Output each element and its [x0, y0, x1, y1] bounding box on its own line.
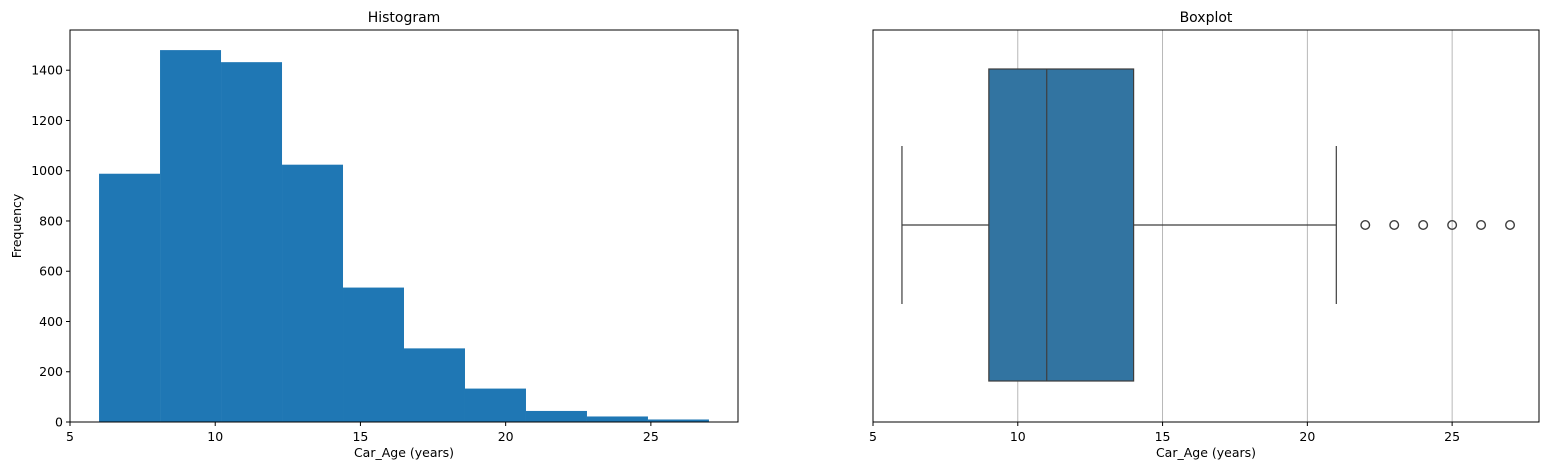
histogram-y-ticks: 0 200 400 600 800 1000 1200 1400 — [31, 63, 70, 430]
y-tick-label: 1000 — [31, 163, 63, 178]
x-tick-label: 10 — [207, 429, 223, 444]
boxplot-x-ticks: 5 10 15 20 25 — [869, 422, 1460, 444]
histogram-bar — [221, 62, 283, 423]
outlier-point — [1389, 219, 1400, 230]
boxplot-x-label: Car_Age (years) — [1156, 445, 1256, 460]
histogram-bar — [647, 419, 709, 422]
y-tick-label: 0 — [55, 415, 63, 430]
y-tick-label: 200 — [39, 364, 63, 379]
y-tick-label: 600 — [39, 264, 63, 279]
boxplot-grid — [872, 30, 1453, 422]
histogram-bar — [343, 287, 404, 422]
boxplot-elements — [901, 68, 1516, 382]
y-tick-label: 800 — [39, 213, 63, 228]
x-tick-label: 15 — [1155, 429, 1171, 444]
histogram-bar — [525, 410, 587, 422]
histogram-chart: Histogram 5 10 15 20 25 0 200 400 600 800 1000 120… — [9, 10, 739, 460]
histogram-x-ticks: 5 10 15 20 25 — [66, 422, 659, 444]
histogram-bar — [404, 348, 465, 422]
histogram-bar — [586, 416, 648, 422]
histogram-bar — [99, 173, 161, 422]
histogram-frame — [69, 29, 739, 423]
x-tick-label: 5 — [66, 429, 74, 444]
histogram-bars — [99, 50, 709, 423]
histogram-bar — [464, 388, 526, 422]
boxplot-chart: Boxplot 5 10 15 20 25 Car_Age (years) — [869, 10, 1540, 460]
outlier-point — [1505, 219, 1516, 230]
y-tick-label: 1400 — [31, 63, 63, 78]
x-tick-label: 10 — [1010, 429, 1026, 444]
x-tick-label: 15 — [352, 429, 368, 444]
outlier-point — [1447, 219, 1458, 230]
boxplot-title: Boxplot — [1180, 10, 1233, 26]
histogram-x-label: Car_Age (years) — [354, 445, 454, 460]
outlier-point — [1476, 219, 1487, 230]
histogram-bar — [160, 50, 222, 422]
x-tick-label: 25 — [643, 429, 659, 444]
x-tick-label: 25 — [1444, 429, 1460, 444]
y-tick-label: 1200 — [31, 113, 63, 128]
outlier-point — [1360, 219, 1371, 230]
boxplot-frame — [872, 29, 1540, 423]
histogram-title: Histogram — [368, 10, 441, 26]
histogram-bar — [282, 164, 344, 422]
x-tick-label: 20 — [498, 429, 514, 444]
outlier-point — [1418, 219, 1429, 230]
iqr-box — [988, 68, 1135, 382]
y-tick-label: 400 — [39, 314, 63, 329]
histogram-y-label: Frequency — [9, 193, 24, 258]
x-tick-label: 20 — [1299, 429, 1315, 444]
x-tick-label: 5 — [869, 429, 877, 444]
